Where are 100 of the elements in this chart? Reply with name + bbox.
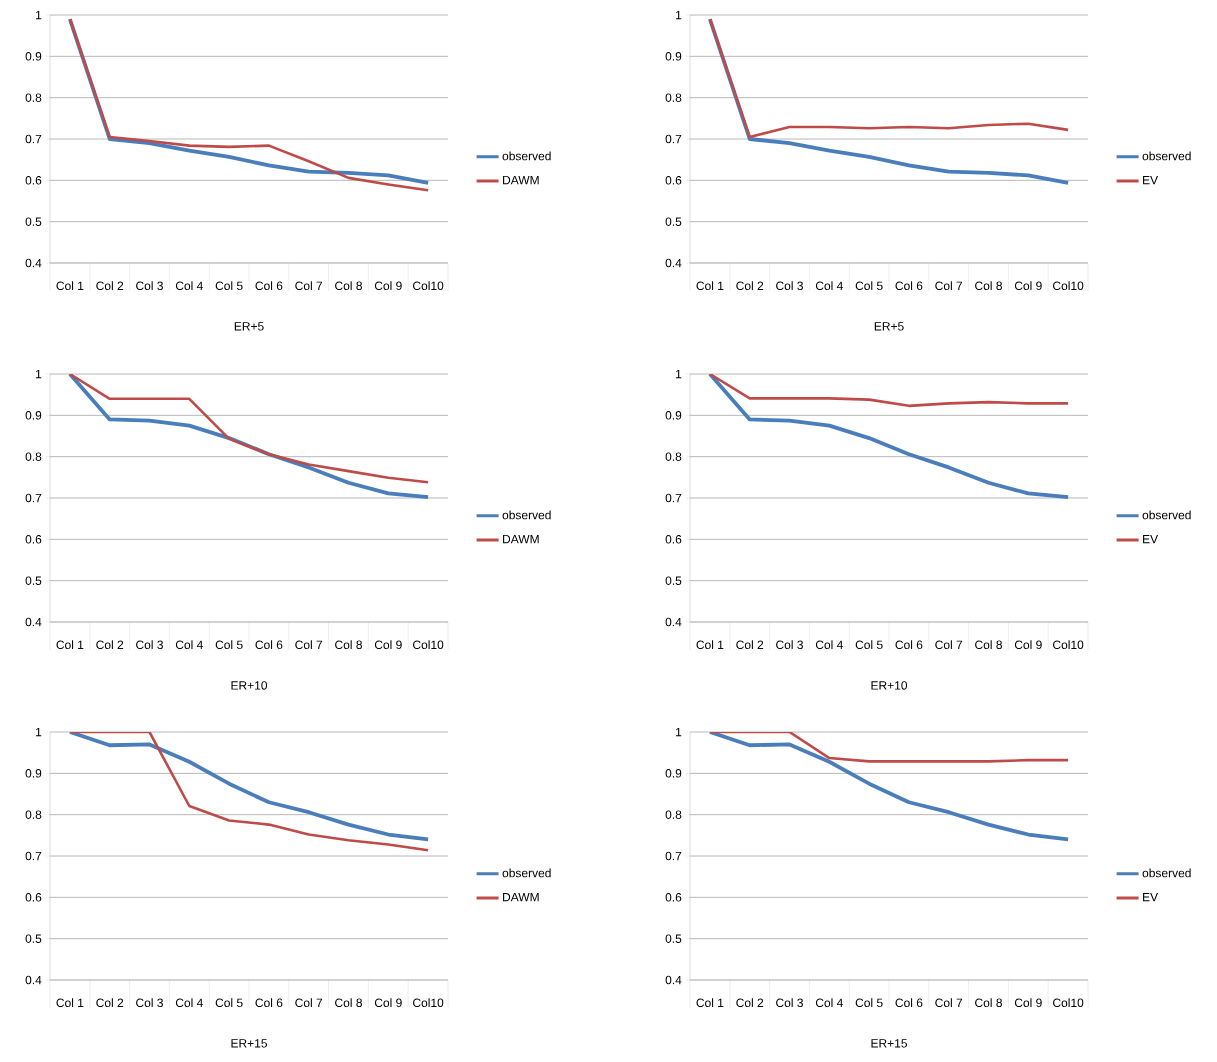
x-tick-label: Col 2 — [736, 998, 764, 1008]
x-tick-label: Col 6 — [255, 998, 283, 1008]
x-tick-label: Col 2 — [736, 281, 764, 291]
x-tick-label: Col 8 — [335, 640, 362, 650]
x-axis-title: ER+15 — [231, 1039, 268, 1048]
x-tick-label: Col10 — [1053, 281, 1084, 291]
x-tick-label: Col 5 — [215, 640, 243, 650]
y-tick-label: 0.7 — [25, 493, 42, 503]
x-tick-label: Col 6 — [895, 640, 923, 650]
x-tick-label: Col 3 — [776, 998, 803, 1008]
y-tick-label: 0.4 — [665, 258, 682, 268]
y-tick-label: 0.5 — [25, 934, 42, 943]
legend-label: observed — [502, 510, 551, 520]
y-tick-label: 0.5 — [25, 576, 42, 585]
x-tick-label: Col 4 — [815, 640, 843, 650]
x-tick-label: Col 6 — [895, 281, 923, 291]
x-tick-label: Col 7 — [935, 998, 963, 1008]
y-tick-label: 0.5 — [665, 576, 682, 585]
x-tick-label: Col10 — [1053, 640, 1084, 650]
y-tick-label: 0.4 — [25, 617, 42, 627]
y-tick-label: 1 — [36, 727, 42, 737]
legend-label: observed — [502, 868, 551, 878]
legend-label: observed — [502, 151, 551, 161]
x-tick-label: Col 4 — [175, 281, 203, 291]
y-tick-label: 1 — [676, 727, 682, 737]
x-tick-label: Col 7 — [295, 640, 323, 650]
y-tick-label: 0.6 — [25, 893, 42, 902]
legend-label: observed — [1142, 510, 1191, 520]
x-tick-label: Col10 — [413, 998, 444, 1008]
x-tick-label: Col 7 — [295, 998, 323, 1008]
y-tick-label: 0.4 — [25, 258, 42, 268]
x-tick-label: Col 2 — [96, 281, 124, 291]
x-axis-title: ER+5 — [874, 322, 904, 331]
x-axis-title: ER+5 — [234, 322, 264, 331]
y-tick-label: 1 — [676, 10, 682, 20]
x-tick-label: Col 6 — [895, 998, 923, 1008]
legend-label: observed — [1142, 151, 1191, 161]
x-tick-label: Col 2 — [96, 640, 124, 650]
y-tick-label: 0.5 — [665, 934, 682, 943]
x-tick-label: Col 8 — [975, 640, 1002, 650]
y-tick-label: 0.7 — [665, 493, 682, 503]
x-tick-label: Col 7 — [935, 640, 963, 650]
y-tick-label: 1 — [36, 369, 42, 379]
y-tick-label: 0.7 — [665, 134, 682, 144]
legend-label: EV — [1143, 175, 1159, 185]
x-tick-label: Col 9 — [1014, 998, 1042, 1008]
y-tick-label: 0.6 — [665, 176, 682, 185]
x-tick-label: Col 5 — [855, 281, 883, 291]
line-series — [708, 17, 1070, 139]
x-tick-label: Col 9 — [1014, 281, 1042, 291]
y-tick-label: 0.9 — [25, 769, 42, 778]
x-tick-label: Col 9 — [1014, 640, 1042, 650]
y-tick-label: 0.9 — [25, 52, 42, 61]
y-tick-label: 0.8 — [665, 810, 682, 819]
x-tick-label: Col 5 — [855, 640, 883, 650]
x-tick-label: Col 3 — [776, 281, 803, 291]
x-tick-label: Col 8 — [335, 998, 362, 1008]
legend-label: observed — [1142, 868, 1191, 878]
x-tick-label: Col 3 — [136, 640, 163, 650]
x-tick-label: Col 4 — [815, 281, 843, 291]
x-tick-label: Col 1 — [56, 640, 84, 650]
legend-label: DAWM — [503, 892, 539, 902]
x-tick-label: Col 6 — [255, 640, 283, 650]
x-tick-label: Col 8 — [975, 998, 1002, 1008]
x-tick-label: Col 1 — [696, 640, 724, 650]
x-axis-title: ER+15 — [871, 1039, 908, 1048]
line-series — [708, 732, 1071, 842]
x-tick-label: Col 7 — [295, 281, 323, 291]
x-tick-label: Col 5 — [855, 998, 883, 1008]
x-tick-label: Col 6 — [255, 281, 283, 291]
x-tick-label: Col 9 — [374, 998, 402, 1008]
y-tick-label: 0.4 — [665, 617, 682, 627]
x-tick-label: Col 3 — [776, 640, 803, 650]
y-tick-label: 0.7 — [665, 851, 682, 861]
y-tick-label: 0.6 — [665, 893, 682, 902]
line-series — [708, 374, 1071, 500]
y-tick-label: 0.6 — [25, 176, 42, 185]
y-tick-label: 1 — [676, 369, 682, 379]
x-tick-label: Col 1 — [696, 281, 724, 291]
y-tick-label: 0.9 — [665, 411, 682, 420]
y-tick-label: 0.8 — [665, 93, 682, 102]
y-tick-label: 0.7 — [25, 851, 42, 861]
y-tick-label: 0.8 — [25, 93, 42, 102]
x-tick-label: Col10 — [413, 640, 444, 650]
x-tick-label: Col 5 — [215, 281, 243, 291]
y-tick-label: 0.9 — [25, 411, 42, 420]
y-tick-label: 0.5 — [25, 217, 42, 226]
legend-label: DAWM — [503, 175, 539, 185]
x-tick-label: Col 9 — [374, 281, 402, 291]
x-tick-label: Col10 — [413, 281, 444, 291]
y-tick-label: 0.4 — [665, 975, 682, 985]
x-tick-label: Col10 — [1053, 998, 1084, 1008]
x-tick-label: Col 3 — [136, 281, 163, 291]
y-tick-label: 0.8 — [25, 452, 42, 461]
y-tick-label: 0.6 — [25, 535, 42, 544]
x-tick-label: Col 8 — [335, 281, 362, 291]
y-tick-label: 0.5 — [665, 217, 682, 226]
x-tick-label: Col 4 — [175, 998, 203, 1008]
x-tick-label: Col 2 — [96, 998, 124, 1008]
x-axis-title: ER+10 — [231, 681, 268, 690]
